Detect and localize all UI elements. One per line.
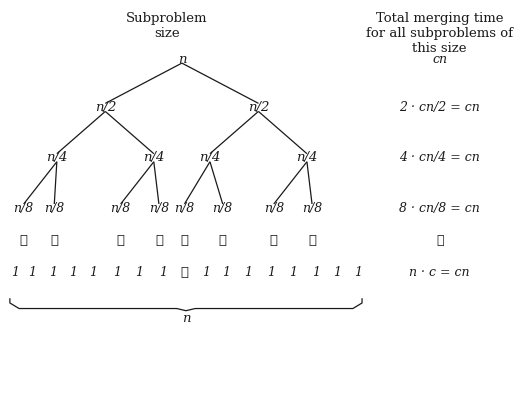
Text: n/8: n/8 xyxy=(149,202,169,215)
Text: 1: 1 xyxy=(49,266,56,279)
Text: 8 · cn/8 = cn: 8 · cn/8 = cn xyxy=(399,202,480,215)
Text: 1: 1 xyxy=(69,266,77,279)
Text: n/4: n/4 xyxy=(296,151,318,164)
Text: n/4: n/4 xyxy=(46,151,68,164)
Text: n/8: n/8 xyxy=(263,202,284,215)
Text: 1: 1 xyxy=(334,266,342,279)
Text: ⋮: ⋮ xyxy=(20,234,27,247)
Text: Subproblem
size: Subproblem size xyxy=(126,12,208,40)
Text: ⋮: ⋮ xyxy=(308,234,316,247)
Text: 1: 1 xyxy=(267,266,275,279)
Text: 1: 1 xyxy=(312,266,320,279)
Text: ⋮: ⋮ xyxy=(50,234,58,247)
Text: 1: 1 xyxy=(159,266,167,279)
Text: 1: 1 xyxy=(289,266,297,279)
Text: n/4: n/4 xyxy=(199,151,221,164)
Text: 1: 1 xyxy=(244,266,252,279)
Text: n · c = cn: n · c = cn xyxy=(409,266,470,279)
Text: n/8: n/8 xyxy=(110,202,131,215)
Text: n/8: n/8 xyxy=(174,202,194,215)
Text: n/2: n/2 xyxy=(248,101,269,114)
Text: ⋮: ⋮ xyxy=(270,234,278,247)
Text: n/8: n/8 xyxy=(302,202,322,215)
Text: cn: cn xyxy=(432,53,447,65)
Text: 1: 1 xyxy=(136,266,144,279)
Text: n/8: n/8 xyxy=(14,202,34,215)
Text: ⋮: ⋮ xyxy=(219,234,227,247)
Text: ⋮: ⋮ xyxy=(181,234,188,247)
Text: 1: 1 xyxy=(222,266,230,279)
Text: 1: 1 xyxy=(113,266,121,279)
Text: 2 · cn/2 = cn: 2 · cn/2 = cn xyxy=(399,101,480,114)
Text: 1: 1 xyxy=(29,266,36,279)
Text: ⋮: ⋮ xyxy=(155,234,163,247)
Text: n/4: n/4 xyxy=(143,151,165,164)
Text: ⋯: ⋯ xyxy=(181,266,188,279)
Text: 1: 1 xyxy=(354,266,362,279)
Text: 1: 1 xyxy=(11,266,19,279)
Text: 1: 1 xyxy=(90,266,98,279)
Text: n/8: n/8 xyxy=(44,202,64,215)
Text: n: n xyxy=(177,53,186,65)
Text: ⋮: ⋮ xyxy=(117,234,125,247)
Text: n/8: n/8 xyxy=(213,202,233,215)
Text: n: n xyxy=(182,312,190,325)
Text: 1: 1 xyxy=(202,266,210,279)
Text: 4 · cn/4 = cn: 4 · cn/4 = cn xyxy=(399,151,480,164)
Text: n/2: n/2 xyxy=(95,101,116,114)
Text: ⋮: ⋮ xyxy=(436,234,444,247)
Text: Total merging time
for all subproblems of
this size: Total merging time for all subproblems o… xyxy=(366,12,513,55)
